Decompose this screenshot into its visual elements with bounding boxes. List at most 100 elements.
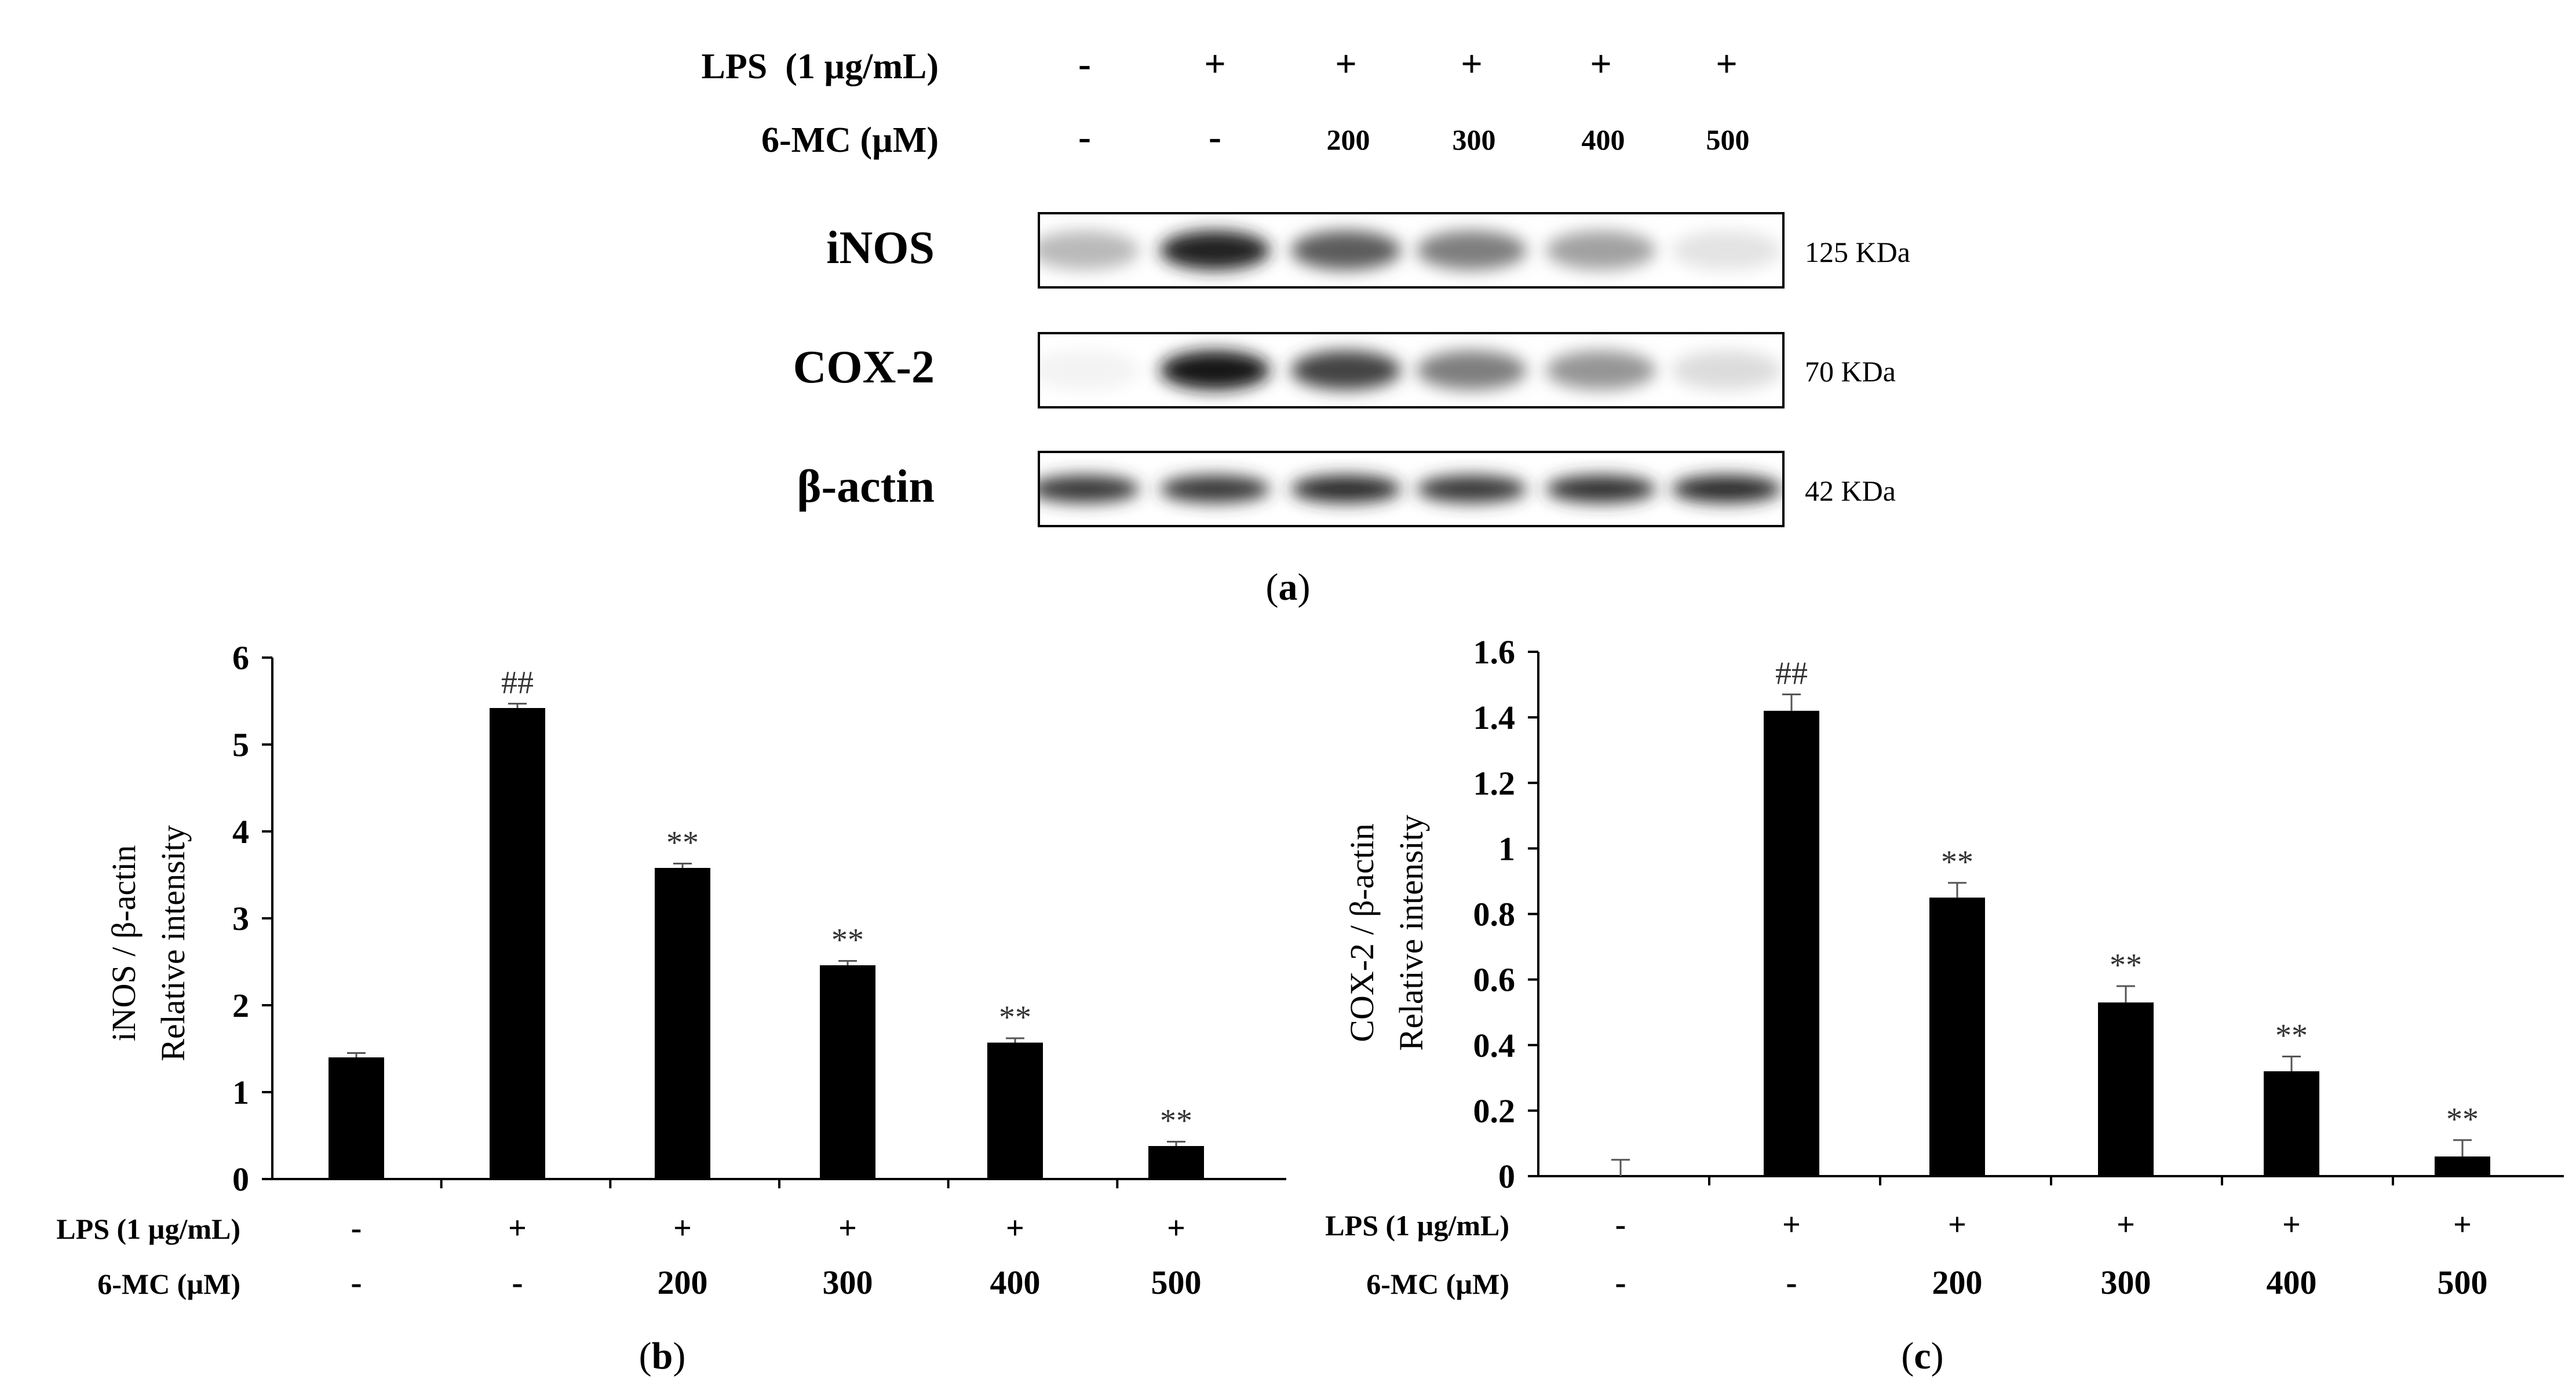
panel-a-mc-value: 500 [1706, 123, 1750, 156]
condition-lps-value: + [508, 1210, 527, 1246]
panel-b-lps-label: LPS (1 µg/mL) [56, 1213, 240, 1245]
panel-a-mc-value: 300 [1453, 123, 1496, 156]
condition-lps-value: + [1006, 1210, 1024, 1246]
significance-label: ** [1941, 844, 1973, 880]
panel-a-lps-value: + [1461, 43, 1483, 85]
panel-c-ylabel-line1: COX-2 / β-actin [1343, 823, 1381, 1042]
blot-size-beta-actin: 42 KDa [1805, 475, 1896, 507]
condition-lps-value: + [1948, 1207, 1966, 1243]
y-tick-label: 1 [232, 1074, 249, 1111]
y-tick-label: 0.6 [1473, 961, 1516, 999]
bar [1148, 1146, 1204, 1179]
blot-frame-inos [1038, 212, 1785, 289]
panel-a-lps-value: + [1204, 43, 1226, 85]
condition-mc-value: 200 [1932, 1264, 1983, 1301]
condition-lps-value: + [2453, 1207, 2472, 1243]
y-tick-label: 4 [232, 813, 249, 851]
blot-band [1672, 351, 1782, 390]
condition-mc-value: 400 [2267, 1264, 2317, 1301]
panel-a-lps-value: + [1335, 43, 1357, 85]
panel-c-lps-label: LPS (1 µg/mL) [1325, 1209, 1509, 1242]
blot-band [1039, 351, 1140, 390]
panel-c-caption-letter: c [1914, 1335, 1931, 1377]
significance-label: ** [999, 999, 1031, 1035]
panel-c-bars: ## ** ** ** ** [1611, 656, 2490, 1176]
blot-band [1291, 231, 1401, 270]
blot-size-inos: 125 KDa [1805, 236, 1910, 268]
y-tick-label: 0.4 [1473, 1027, 1516, 1064]
blot-strip-inos [1039, 231, 1782, 270]
blot-protein-label-inos: iNOS [826, 222, 935, 273]
panel-a-mc-value: 200 [1327, 123, 1370, 156]
blot-band [1160, 231, 1270, 270]
panel-a-lps-value: + [1716, 43, 1738, 85]
panel-b-condition-values: - + + + + + - - 200 300 400 500 [351, 1210, 1201, 1301]
blot-band [1160, 351, 1270, 390]
condition-mc-value: 400 [990, 1264, 1041, 1301]
condition-lps-value: - [1615, 1207, 1626, 1243]
bar [655, 868, 710, 1179]
condition-mc-value: 500 [1151, 1264, 1202, 1301]
panel-c-axes: 0 0.2 0.4 0.6 0.8 1 1.2 1.4 1.6 [1473, 633, 2564, 1195]
condition-lps-value: + [2117, 1207, 2135, 1243]
bar [820, 965, 875, 1179]
y-tick-label: 0 [232, 1161, 249, 1198]
blot-band [1672, 475, 1782, 503]
blot-strip-beta-actin [1039, 475, 1782, 503]
condition-lps-value: + [2282, 1207, 2301, 1243]
condition-lps-value: + [1782, 1207, 1801, 1243]
blot-band [1417, 475, 1527, 503]
condition-mc-value: - [351, 1264, 362, 1301]
y-tick-label: 0.8 [1473, 896, 1516, 933]
bar [1929, 897, 1985, 1176]
panel-c-ylabel-line2: Relative intensity [1392, 815, 1430, 1051]
panel-c-caption: (c) [1901, 1335, 1943, 1377]
blot-protein-label-cox2: COX-2 [793, 342, 935, 393]
significance-label: ** [2110, 947, 2142, 983]
bar [1764, 710, 1819, 1176]
condition-mc-value: - [512, 1264, 523, 1301]
condition-lps-value: + [838, 1210, 857, 1246]
panel-b-caption: (b) [639, 1335, 686, 1377]
y-tick-label: 1 [1498, 830, 1515, 867]
panel-c-mc-label: 6-MC (µM) [1366, 1268, 1509, 1300]
panel-a-mc-value: 400 [1582, 123, 1625, 156]
condition-mc-value: 200 [658, 1264, 708, 1301]
panel-b-mc-label: 6-MC (µM) [97, 1268, 240, 1300]
significance-label: ## [1775, 656, 1808, 692]
condition-mc-value: - [1786, 1264, 1797, 1301]
blot-band [1291, 475, 1401, 503]
panel-a-lps-values: - + + + + + [1078, 43, 1738, 85]
y-tick-label: 6 [232, 639, 249, 677]
condition-lps-value: + [673, 1210, 692, 1246]
condition-mc-value: - [1615, 1264, 1626, 1301]
condition-mc-value: 500 [2438, 1264, 2488, 1301]
condition-mc-value: 300 [2101, 1264, 2151, 1301]
blot-protein-label-beta-actin: β-actin [797, 461, 935, 512]
condition-lps-value: - [351, 1210, 362, 1246]
panel-c: 0 0.2 0.4 0.6 0.8 1 1.2 1.4 1.6 ## ** ** ** ** COX-2… [1325, 633, 2564, 1377]
blot-size-cox2: 70 KDa [1805, 355, 1896, 388]
blot-band [1546, 351, 1656, 390]
panel-a: LPS (1 µg/mL) 6-MC (µM) - + + + + + - - … [702, 43, 1910, 608]
bar [2264, 1071, 2319, 1176]
panel-a-lps-value: + [1590, 43, 1612, 85]
blot-strip-cox2 [1039, 351, 1782, 390]
panel-a-lps-value: - [1078, 43, 1091, 85]
significance-label: ## [501, 665, 534, 701]
panel-a-mc-value: - [1078, 116, 1091, 158]
blot-band [1039, 231, 1140, 270]
panel-c-condition-values: - + + + + + - - 200 300 400 500 [1615, 1207, 2487, 1301]
blot-band [1160, 475, 1270, 503]
panel-a-mc-label: 6-MC (µM) [761, 121, 939, 160]
condition-lps-value: + [1167, 1210, 1185, 1246]
panel-a-mc-value: - [1209, 116, 1221, 158]
bar [490, 708, 545, 1179]
significance-label: ** [2275, 1018, 2308, 1054]
y-tick-label: 1.4 [1473, 699, 1516, 736]
blot-band [1291, 351, 1401, 390]
bar [2435, 1156, 2490, 1176]
y-tick-label: 2 [232, 987, 249, 1024]
panel-b-axes: 0 1 2 3 4 5 6 [232, 639, 1286, 1198]
panel-b-ylabel-line1: iNOS / β-actin [105, 845, 143, 1042]
